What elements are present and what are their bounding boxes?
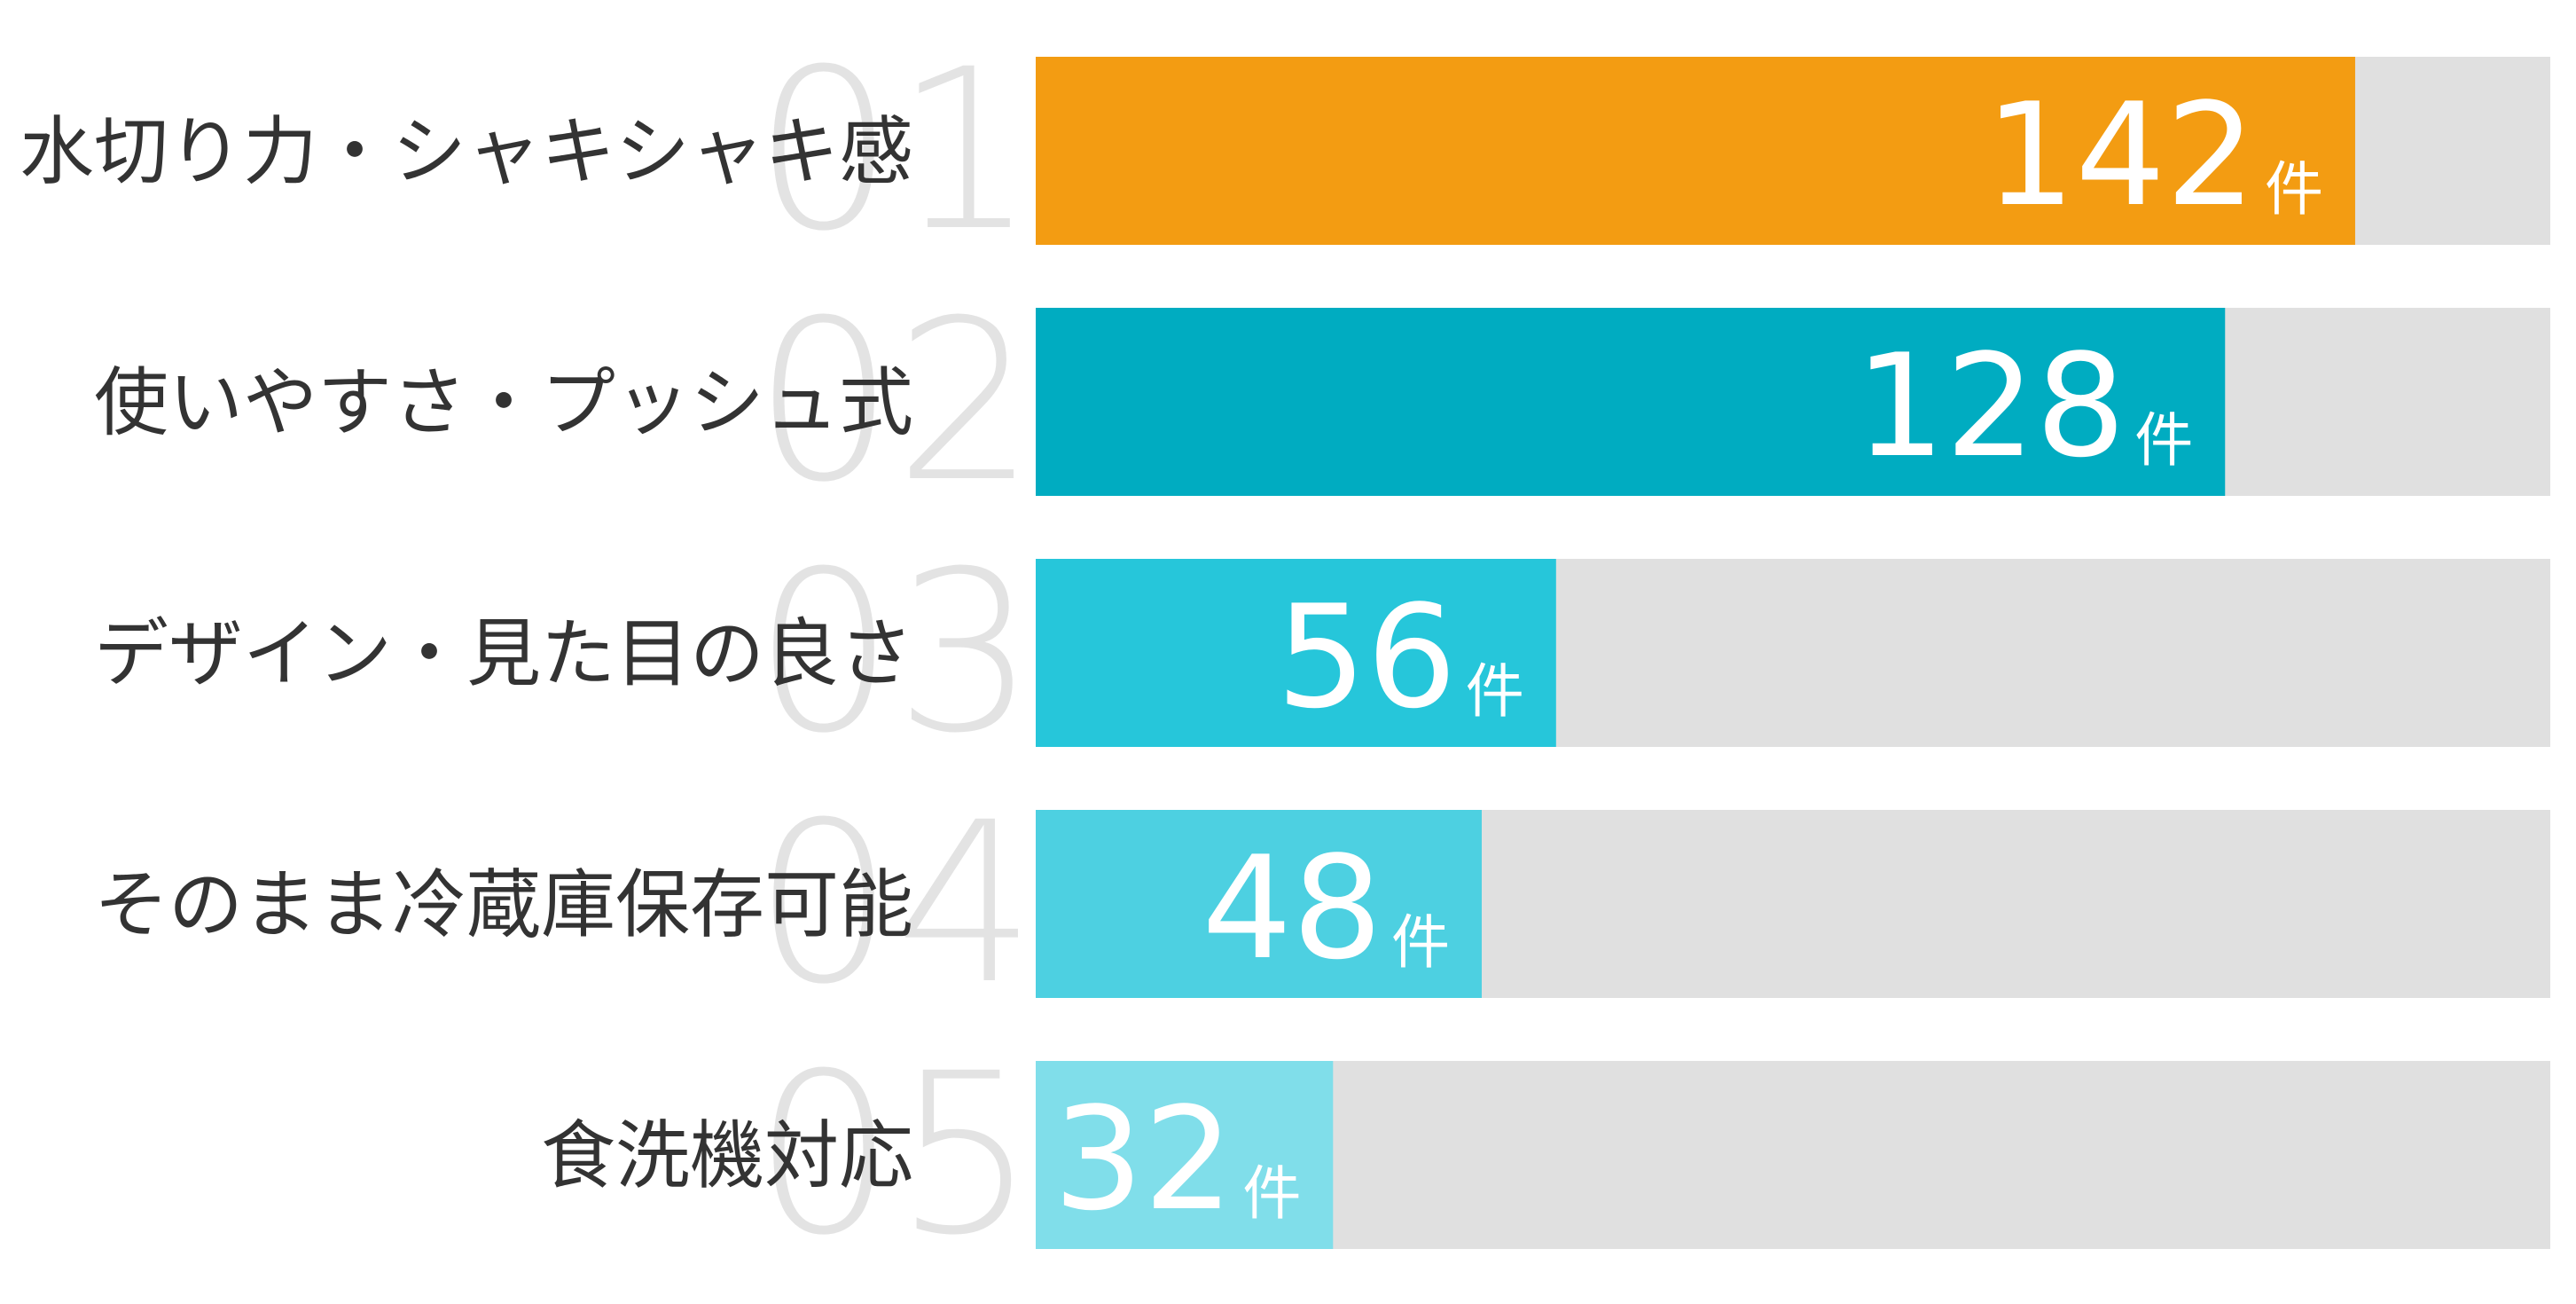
category-label: デザイン・見た目の良さ <box>94 610 913 697</box>
value-label: 48 件 <box>1202 825 1450 991</box>
value-label: 32 件 <box>1053 1076 1302 1242</box>
value-label: 56 件 <box>1276 574 1524 740</box>
category-label: 水切り力・シャキシャキ感 <box>20 108 913 195</box>
rank-number: 03 <box>754 523 1036 782</box>
rank-number: 05 <box>754 1025 1036 1284</box>
value-label: 142 件 <box>1985 72 2323 238</box>
bar <box>1036 57 2355 245</box>
category-label: 使いやすさ・プッシュ式 <box>94 359 913 446</box>
rank-number: 04 <box>754 774 1036 1033</box>
bar <box>1036 559 1556 747</box>
category-label: 食洗機対応 <box>541 1112 913 1199</box>
rank-number: 02 <box>754 272 1036 530</box>
bar <box>1036 308 2226 496</box>
rank-number: 01 <box>754 21 1036 279</box>
category-label: そのまま冷蔵庫保存可能 <box>94 861 913 948</box>
value-label: 128 件 <box>1855 323 2193 489</box>
bar <box>1036 810 1482 998</box>
bar <box>1036 1061 1334 1249</box>
